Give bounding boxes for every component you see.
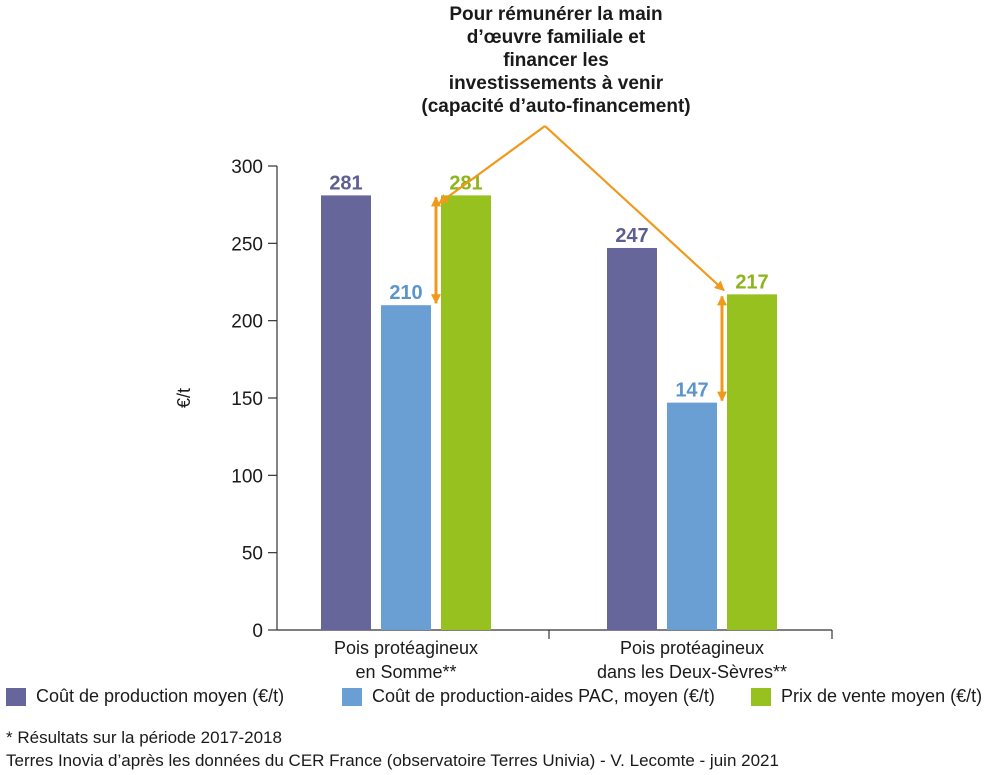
value-label-series1-cat1: 147 <box>675 380 708 402</box>
legend-label-cout-aides-pac: Coût de production-aides PAC, moyen (€/t… <box>372 686 715 706</box>
value-label-series1-cat0: 210 <box>389 282 422 304</box>
legend-item-cout-aides-pac: Coût de production-aides PAC, moyen (€/t… <box>342 686 715 707</box>
y-tick-label-250: 250 <box>231 234 263 255</box>
value-label-series0-cat1: 247 <box>615 225 648 247</box>
annotation-pointer-right <box>544 125 725 292</box>
y-tick-label-0: 0 <box>252 621 263 642</box>
y-tick-label-100: 100 <box>231 466 263 487</box>
annotation-line-0: Pour rémunérer la main <box>449 4 662 25</box>
bar-series1-cat0 <box>381 305 431 630</box>
y-tick-label-150: 150 <box>231 389 263 410</box>
category-label-0-line-1: en Somme** <box>355 662 456 680</box>
y-axis-label: €/t <box>174 388 194 408</box>
category-label-1-line-1: dans les Deux-Sèvres** <box>597 662 787 680</box>
annotation-line-3: investissements à venir <box>449 73 664 94</box>
value-label-series0-cat0: 281 <box>329 172 362 194</box>
legend-item-cout-production: Coût de production moyen (€/t) <box>6 686 284 707</box>
legend-swatch-prix-vente <box>751 687 771 706</box>
annotation-line-4: (capacité d’auto-financement) <box>421 96 690 117</box>
bar-series2-cat1 <box>727 294 777 630</box>
legend: Coût de production moyen (€/t) Coût de p… <box>0 686 1000 720</box>
legend-swatch-cout-production <box>6 687 26 706</box>
category-label-0-line-0: Pois protéagineux <box>334 638 478 658</box>
category-label-1-line-0: Pois protéagineux <box>620 638 764 658</box>
bar-series1-cat1 <box>667 402 717 630</box>
annotation-pointer-left <box>438 125 546 205</box>
y-tick-label-50: 50 <box>242 544 263 565</box>
annotation-line-2: financer les <box>503 50 609 71</box>
legend-item-prix-vente: Prix de vente moyen (€/t) <box>751 686 982 707</box>
y-tick-label-200: 200 <box>231 312 263 333</box>
footnote-source: Terres Inovia d’après les données du CER… <box>6 751 779 770</box>
y-tick-label-300: 300 <box>231 157 263 178</box>
bar-series0-cat0 <box>321 195 371 631</box>
legend-label-cout-production: Coût de production moyen (€/t) <box>36 686 285 706</box>
legend-swatch-cout-aides-pac <box>342 687 362 706</box>
bar-series2-cat0 <box>441 195 491 631</box>
value-label-series2-cat1: 217 <box>735 271 768 293</box>
bar-chart: 050100150200250300€/t281247210147281217P… <box>174 4 833 680</box>
bar-series0-cat1 <box>607 247 657 630</box>
annotation-line-1: d’œuvre familiale et <box>467 27 646 48</box>
legend-label-prix-vente: Prix de vente moyen (€/t) <box>781 686 983 706</box>
footnote-period: * Résultats sur la période 2017-2018 <box>6 728 282 747</box>
